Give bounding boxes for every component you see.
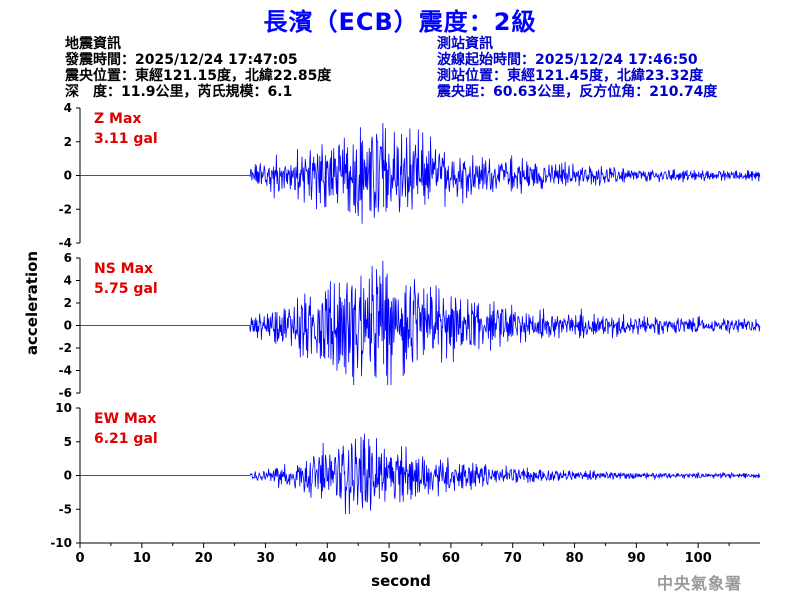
page-title: 長濱（ECB）震度：2級 bbox=[263, 8, 537, 36]
x-tick-label: 40 bbox=[318, 551, 336, 566]
max-value-label: 6.21 gal bbox=[94, 431, 158, 447]
y-tick-label: 0 bbox=[64, 319, 72, 333]
x-tick-label: 10 bbox=[133, 551, 151, 566]
max-value-label: 5.75 gal bbox=[94, 281, 158, 297]
x-tick-label: 20 bbox=[195, 551, 213, 566]
earthquake-info-heading: 地震資訊 bbox=[65, 36, 121, 52]
panel-ns: 6 4 2 0 -2 -4 -6 NS Max 5.75 gal bbox=[59, 251, 761, 400]
origin-time: 發震時間：2025/12/24 17:47:05 bbox=[65, 52, 298, 68]
x-tick-label: 80 bbox=[565, 551, 583, 566]
y-tick-label: -2 bbox=[59, 341, 72, 355]
x-tick-label: 60 bbox=[442, 551, 460, 566]
earthquake-info: 地震資訊 發震時間：2025/12/24 17:47:05 震央位置：東經121… bbox=[65, 36, 331, 100]
y-tick-label: -2 bbox=[59, 202, 72, 216]
station-info-heading: 測站資訊 bbox=[437, 36, 493, 52]
y-tick-label: 0 bbox=[64, 169, 72, 183]
y-tick-label: 0 bbox=[64, 469, 72, 483]
x-tick-label: 30 bbox=[256, 551, 274, 566]
x-tick-label: 50 bbox=[380, 551, 398, 566]
y-tick-label: 5 bbox=[64, 435, 72, 449]
y-tick-label: -6 bbox=[59, 386, 72, 400]
y-tick-label: 4 bbox=[64, 274, 72, 288]
component-label: EW Max bbox=[94, 411, 156, 427]
epicentral-distance: 震央距：60.63公里，反方位角：210.74度 bbox=[437, 84, 718, 100]
waveform-start-time: 波線起始時間：2025/12/24 17:46:50 bbox=[437, 52, 698, 68]
panel-z: 4 2 0 -2 -4 Z Max 3.11 gal bbox=[59, 101, 761, 250]
epicenter-location: 震央位置：東經121.15度，北緯22.85度 bbox=[65, 68, 332, 84]
y-tick-label: -5 bbox=[59, 502, 72, 516]
y-tick-label: 10 bbox=[55, 401, 72, 415]
x-axis-title: second bbox=[371, 572, 431, 590]
station-location: 測站位置：東經121.45度，北緯23.32度 bbox=[437, 68, 704, 84]
agency-credit: 中央氣象署 bbox=[657, 574, 743, 593]
x-tick-label: 100 bbox=[685, 551, 712, 566]
x-tick-label: 90 bbox=[627, 551, 645, 566]
x-tick-label: 0 bbox=[75, 551, 84, 566]
depth-magnitude: 深 度：11.9公里，芮氏規模：6.1 bbox=[65, 84, 293, 100]
y-tick-label: -4 bbox=[59, 236, 72, 250]
panel-ew: 10 5 0 -5 -10 EW Max 6.21 gal bbox=[50, 401, 761, 550]
component-label: Z Max bbox=[94, 111, 141, 127]
y-tick-label: -10 bbox=[50, 536, 72, 550]
waveform-trace bbox=[80, 260, 761, 386]
waveform-trace bbox=[80, 433, 761, 515]
y-tick-label: 2 bbox=[64, 135, 72, 149]
station-info: 測站資訊 波線起始時間：2025/12/24 17:46:50 測站位置：東經1… bbox=[437, 36, 717, 100]
max-value-label: 3.11 gal bbox=[94, 131, 158, 147]
component-label: NS Max bbox=[94, 261, 153, 277]
x-tick-label: 70 bbox=[504, 551, 522, 566]
y-tick-label: 2 bbox=[64, 296, 72, 310]
y-axis-title: acceleration bbox=[23, 251, 41, 355]
waveform-trace bbox=[80, 122, 761, 224]
y-tick-label: -4 bbox=[59, 364, 72, 378]
y-tick-label: 4 bbox=[64, 101, 72, 115]
y-tick-label: 6 bbox=[64, 251, 72, 265]
